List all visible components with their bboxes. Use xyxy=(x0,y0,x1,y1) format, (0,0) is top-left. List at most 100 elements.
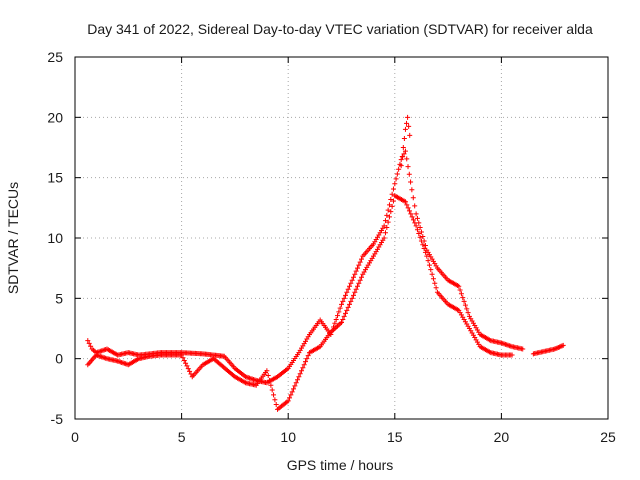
data-point xyxy=(340,298,346,304)
data-point xyxy=(402,126,408,132)
data-point xyxy=(417,224,423,230)
data-point xyxy=(86,340,92,346)
data-point xyxy=(464,306,470,312)
data-point xyxy=(299,368,305,374)
y-tick-label: 5 xyxy=(55,290,63,306)
axis-ticks: 0 5 10 15 20 25 -5 0 5 10 15 20 25 xyxy=(47,49,616,445)
data-point xyxy=(381,235,387,241)
data-point xyxy=(350,292,356,298)
data-point xyxy=(398,163,404,169)
data-point xyxy=(426,262,432,268)
data-point xyxy=(461,298,467,304)
data-point xyxy=(413,211,419,217)
data-point xyxy=(458,291,464,297)
data-point xyxy=(287,395,293,401)
data-point xyxy=(268,382,274,388)
series-2 xyxy=(398,114,413,169)
data-point xyxy=(358,256,364,262)
y-axis-label: SDTVAR / TECUs xyxy=(5,182,21,294)
y-tick-label: 25 xyxy=(47,49,63,65)
data-point xyxy=(271,392,277,398)
data-marks xyxy=(85,114,566,412)
data-point xyxy=(382,230,388,236)
y-tick-label: 10 xyxy=(47,230,63,246)
x-tick-label: 0 xyxy=(71,429,79,445)
data-point xyxy=(267,377,273,383)
data-point xyxy=(301,362,307,368)
data-point xyxy=(390,186,396,192)
data-point xyxy=(332,320,338,326)
data-point xyxy=(457,287,463,293)
data-point xyxy=(272,397,278,403)
data-point xyxy=(304,356,310,362)
y-tick-label: 20 xyxy=(47,109,63,125)
data-point xyxy=(406,208,412,214)
data-point xyxy=(465,310,471,316)
data-point xyxy=(421,246,427,252)
data-point xyxy=(420,233,426,239)
y-tick-label: 0 xyxy=(55,351,63,367)
data-point xyxy=(297,371,303,377)
data-point xyxy=(342,292,348,298)
data-point xyxy=(433,285,439,291)
data-point xyxy=(352,289,358,295)
data-point xyxy=(293,380,299,386)
data-point xyxy=(417,234,423,240)
data-point xyxy=(405,205,411,211)
data-point xyxy=(264,368,270,374)
data-point xyxy=(88,343,94,349)
data-point xyxy=(430,276,436,282)
data-point xyxy=(394,171,400,177)
data-point xyxy=(273,402,279,408)
x-tick-label: 5 xyxy=(178,429,186,445)
data-point xyxy=(560,342,566,348)
data-point xyxy=(333,316,339,322)
data-point xyxy=(382,218,388,224)
data-point xyxy=(339,319,344,325)
data-point xyxy=(392,181,398,187)
data-point xyxy=(396,166,402,172)
data-point xyxy=(412,203,418,209)
data-point xyxy=(357,277,363,283)
data-point xyxy=(337,305,343,311)
data-point xyxy=(346,283,352,289)
data-point xyxy=(422,249,428,255)
data-point xyxy=(180,355,186,361)
data-point xyxy=(291,386,297,392)
data-point xyxy=(381,223,387,229)
data-point xyxy=(404,202,410,208)
data-point xyxy=(425,258,431,264)
data-point xyxy=(407,132,413,138)
data-point xyxy=(345,286,351,292)
data-point xyxy=(341,295,347,301)
data-point xyxy=(406,123,412,129)
data-point xyxy=(185,366,191,372)
data-point xyxy=(384,224,390,230)
data-point xyxy=(353,268,359,274)
data-point xyxy=(352,271,358,277)
data-point xyxy=(350,274,356,280)
data-point xyxy=(405,164,411,170)
data-point xyxy=(416,230,422,236)
data-point xyxy=(342,310,348,316)
data-point xyxy=(85,338,91,344)
data-point xyxy=(346,301,352,307)
data-point xyxy=(460,295,466,301)
data-point xyxy=(408,179,414,185)
data-point xyxy=(344,307,350,313)
data-point xyxy=(402,148,408,154)
x-tick-label: 25 xyxy=(600,429,616,445)
data-point xyxy=(401,151,407,157)
data-point xyxy=(187,368,193,374)
data-point xyxy=(406,171,412,177)
data-point xyxy=(388,209,394,215)
data-point xyxy=(265,373,271,379)
data-point xyxy=(348,280,354,286)
data-point xyxy=(385,219,391,225)
data-point xyxy=(305,353,311,359)
y-tick-label: 15 xyxy=(47,170,63,186)
x-tick-label: 15 xyxy=(387,429,403,445)
data-point xyxy=(520,346,526,352)
data-point xyxy=(183,360,189,366)
